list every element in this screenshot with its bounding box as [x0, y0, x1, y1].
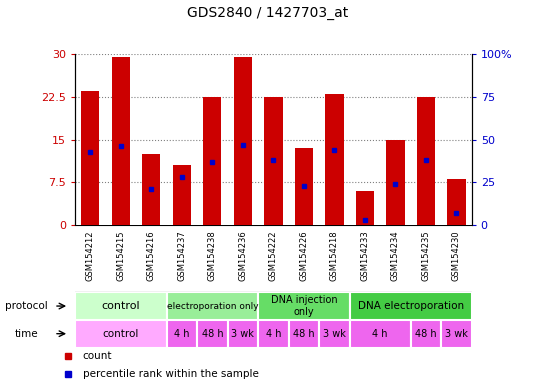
Text: DNA electroporation: DNA electroporation: [358, 301, 464, 311]
Bar: [258, 292, 349, 320]
Bar: [349, 292, 472, 320]
Bar: [81, 91, 100, 225]
Text: GSM154236: GSM154236: [239, 230, 247, 281]
Text: 4 h: 4 h: [174, 329, 190, 339]
Bar: [325, 94, 344, 225]
Bar: [167, 292, 258, 320]
Text: GSM154212: GSM154212: [86, 230, 95, 281]
Text: GSM154237: GSM154237: [177, 230, 187, 281]
Bar: [411, 320, 441, 348]
Text: GSM154218: GSM154218: [330, 230, 339, 281]
Bar: [349, 320, 411, 348]
Bar: [234, 57, 252, 225]
Text: control: control: [101, 301, 140, 311]
Text: 3 wk: 3 wk: [323, 329, 346, 339]
Bar: [75, 292, 167, 320]
Text: 4 h: 4 h: [266, 329, 281, 339]
Text: GSM154230: GSM154230: [452, 230, 461, 281]
Text: 48 h: 48 h: [202, 329, 223, 339]
Bar: [319, 320, 349, 348]
Text: GSM154233: GSM154233: [360, 230, 369, 281]
Text: electroporation only: electroporation only: [167, 301, 258, 311]
Text: 48 h: 48 h: [293, 329, 315, 339]
Text: GSM154234: GSM154234: [391, 230, 400, 281]
Text: GSM154226: GSM154226: [300, 230, 308, 281]
Text: GSM154216: GSM154216: [147, 230, 156, 281]
Text: protocol: protocol: [5, 301, 48, 311]
Bar: [356, 191, 374, 225]
Text: DNA injection
only: DNA injection only: [271, 295, 337, 317]
Bar: [167, 320, 197, 348]
Text: GSM154222: GSM154222: [269, 230, 278, 281]
Text: control: control: [102, 329, 139, 339]
Text: 3 wk: 3 wk: [232, 329, 254, 339]
Bar: [75, 320, 167, 348]
Text: percentile rank within the sample: percentile rank within the sample: [83, 369, 258, 379]
Text: 48 h: 48 h: [415, 329, 437, 339]
Bar: [441, 320, 472, 348]
Text: 3 wk: 3 wk: [445, 329, 468, 339]
Bar: [142, 154, 160, 225]
Bar: [386, 140, 405, 225]
Text: time: time: [14, 329, 38, 339]
Text: 4 h: 4 h: [373, 329, 388, 339]
Bar: [288, 320, 319, 348]
Bar: [447, 179, 466, 225]
Bar: [258, 320, 288, 348]
Text: count: count: [83, 351, 112, 361]
Text: GSM154238: GSM154238: [208, 230, 217, 281]
Bar: [111, 57, 130, 225]
Bar: [417, 97, 435, 225]
Text: GDS2840 / 1427703_at: GDS2840 / 1427703_at: [188, 6, 348, 20]
Bar: [197, 320, 228, 348]
Bar: [173, 165, 191, 225]
Bar: [264, 97, 282, 225]
Bar: [228, 320, 258, 348]
Bar: [203, 97, 221, 225]
Text: GSM154215: GSM154215: [116, 230, 125, 281]
Text: GSM154235: GSM154235: [421, 230, 430, 281]
Bar: [295, 148, 313, 225]
